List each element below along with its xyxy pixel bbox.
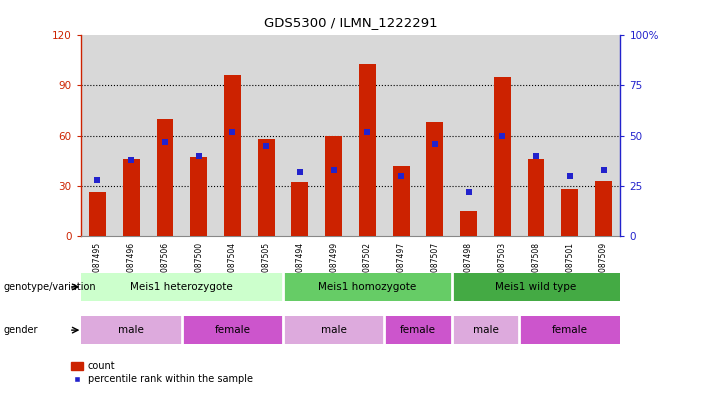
Text: Meis1 wild type: Meis1 wild type bbox=[496, 282, 577, 292]
Text: male: male bbox=[118, 325, 144, 335]
Text: Meis1 homozygote: Meis1 homozygote bbox=[318, 282, 416, 292]
Text: male: male bbox=[320, 325, 346, 335]
Bar bbox=[216, 35, 250, 236]
Bar bbox=[325, 136, 342, 236]
Bar bbox=[595, 181, 612, 236]
Text: Meis1 heterozygote: Meis1 heterozygote bbox=[130, 282, 233, 292]
Bar bbox=[426, 122, 443, 236]
Bar bbox=[292, 182, 308, 236]
Bar bbox=[250, 35, 283, 236]
Bar bbox=[81, 273, 283, 301]
Bar bbox=[258, 139, 275, 236]
Bar bbox=[317, 35, 350, 236]
Bar bbox=[283, 35, 317, 236]
Bar bbox=[451, 35, 485, 236]
Text: male: male bbox=[472, 325, 498, 335]
Bar bbox=[156, 119, 173, 236]
Bar bbox=[89, 192, 106, 236]
Text: female: female bbox=[400, 325, 436, 335]
Bar bbox=[553, 35, 587, 236]
Text: female: female bbox=[552, 325, 587, 335]
Bar bbox=[81, 35, 114, 236]
Bar bbox=[562, 189, 578, 236]
Bar bbox=[182, 316, 283, 344]
Bar bbox=[451, 316, 519, 344]
Bar bbox=[224, 75, 241, 236]
Bar bbox=[190, 157, 207, 236]
Text: GDS5300 / ILMN_1222291: GDS5300 / ILMN_1222291 bbox=[264, 16, 437, 29]
Bar bbox=[393, 165, 409, 236]
Bar bbox=[81, 316, 182, 344]
Bar bbox=[451, 273, 620, 301]
Bar bbox=[519, 35, 553, 236]
Bar bbox=[123, 159, 139, 236]
Bar bbox=[418, 35, 451, 236]
Bar bbox=[148, 35, 182, 236]
Bar bbox=[283, 273, 451, 301]
Text: female: female bbox=[215, 325, 250, 335]
Bar bbox=[519, 316, 620, 344]
Bar bbox=[384, 316, 451, 344]
Bar bbox=[494, 77, 511, 236]
Bar bbox=[182, 35, 216, 236]
Bar bbox=[350, 35, 384, 236]
Bar bbox=[528, 159, 545, 236]
Text: gender: gender bbox=[4, 325, 38, 335]
Legend: count, percentile rank within the sample: count, percentile rank within the sample bbox=[72, 361, 253, 384]
Bar bbox=[587, 35, 620, 236]
Bar bbox=[460, 211, 477, 236]
Bar bbox=[359, 64, 376, 236]
Text: genotype/variation: genotype/variation bbox=[4, 282, 96, 292]
Bar bbox=[384, 35, 418, 236]
Bar bbox=[485, 35, 519, 236]
Bar bbox=[283, 316, 384, 344]
Bar bbox=[114, 35, 148, 236]
